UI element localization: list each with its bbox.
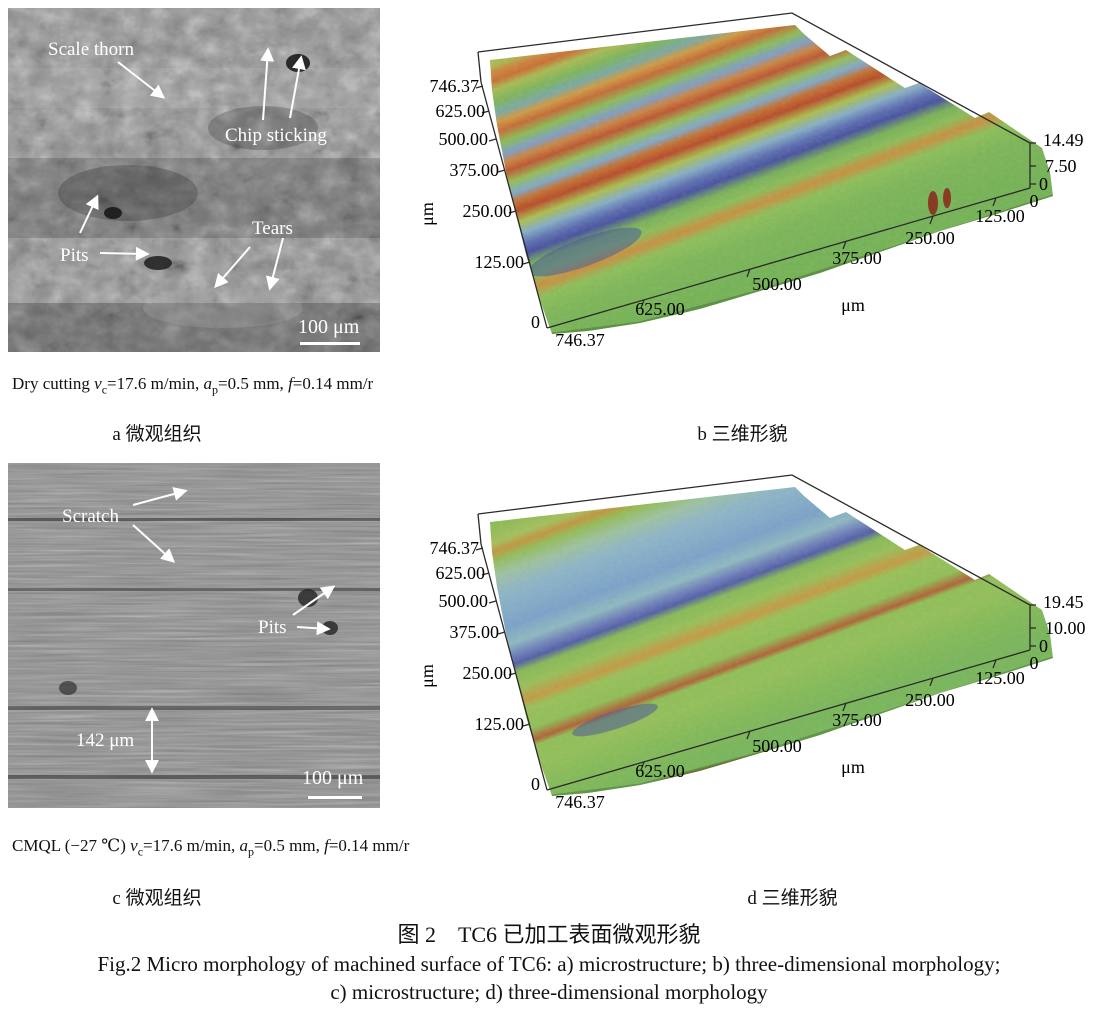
b-y-tick: 125.00 <box>474 252 525 272</box>
annotation-tears: Tears <box>252 218 293 239</box>
condition-cmql-prefix: CMQL (−27 ℃) <box>12 836 131 855</box>
symbol-v-sub: c <box>101 382 108 397</box>
annotation-pits-a: Pits <box>60 245 89 266</box>
figure-title-zh: 图 2 TC6 已加工表面微观形貌 <box>397 922 701 947</box>
scale-bar-line-a <box>300 342 360 345</box>
plot-d-frame <box>475 474 1036 791</box>
d-y-tick: 500.00 <box>438 591 489 611</box>
symbol-f: f <box>324 836 329 855</box>
b-x-tick: 125.00 <box>975 206 1025 226</box>
d-y-unit: μm <box>417 664 437 688</box>
condition-cmql: CMQL (−27 ℃) vc=17.6 m/min, ap=0.5 mm, f… <box>12 836 409 859</box>
symbol-a: a <box>203 374 213 393</box>
condition-cmql-v-val: =17.6 m/min, <box>143 836 240 855</box>
b-x-tick: 250.00 <box>905 228 955 248</box>
condition-dry: Dry cutting vc=17.6 m/min, ap=0.5 mm, f=… <box>12 374 373 397</box>
surface-plot-b-canvas <box>475 12 1053 334</box>
panel-label-c: c 微观组织 <box>112 888 202 909</box>
d-z-tick: 10.00 <box>1045 618 1086 638</box>
b-x-tick: 375.00 <box>832 248 882 268</box>
condition-cmql-a-val: =0.5 mm, <box>254 836 325 855</box>
d-y-tick: 746.37 <box>429 538 480 558</box>
condition-cmql-f-val: =0.14 mm/r <box>328 836 410 855</box>
panel-label-b: b 三维形貌 <box>697 424 788 445</box>
symbol-v: v <box>94 374 102 393</box>
b-z-tick: 0 <box>1039 174 1048 194</box>
d-y-tick: 375.00 <box>449 622 500 642</box>
symbol-v-sub: c <box>137 844 144 859</box>
d-x-tick: 375.00 <box>832 710 882 730</box>
condition-dry-v-val: =17.6 m/min, <box>107 374 204 393</box>
annotation-width-142: 142 μm <box>76 730 135 751</box>
b-z-tick: 14.49 <box>1043 130 1084 150</box>
b-y-tick: 0 <box>531 312 540 332</box>
symbol-a-sub: p <box>212 382 219 397</box>
b-y-tick: 500.00 <box>438 129 489 149</box>
d-x-tick: 250.00 <box>905 690 955 710</box>
b-x-tick: 625.00 <box>635 299 685 319</box>
d-x-tick: 625.00 <box>635 761 685 781</box>
scale-bar-line-c <box>308 796 362 799</box>
d-y-tick: 625.00 <box>435 563 486 583</box>
micrograph-a-texture <box>8 8 380 352</box>
b-y-tick: 746.37 <box>429 76 480 96</box>
panel-label-a: a 微观组织 <box>112 424 202 445</box>
b-x-unit: μm <box>841 295 865 315</box>
d-y-tick: 125.00 <box>474 714 525 734</box>
micrograph-c-texture <box>8 463 380 808</box>
annotation-scale-thorn: Scale thorn <box>48 39 135 60</box>
condition-dry-f-val: =0.14 mm/r <box>292 374 374 393</box>
d-y-tick: 250.00 <box>462 663 513 683</box>
micrograph-c: Scratch Pits 142 μm 100 μm <box>8 463 380 808</box>
d-z-tick: 19.45 <box>1043 592 1084 612</box>
condition-dry-a-val: =0.5 mm, <box>218 374 289 393</box>
condition-dry-prefix: Dry cutting <box>12 374 95 393</box>
d-y-tick: 0 <box>531 774 540 794</box>
figure-caption-en-line1: Fig.2 Micro morphology of machined surfa… <box>97 952 1001 976</box>
figure-caption-en-line2: c) microstructure; d) three-dimensional … <box>330 980 768 1004</box>
scale-bar-label-c: 100 μm <box>302 767 364 789</box>
b-y-tick: 250.00 <box>462 201 513 221</box>
b-y-tick: 625.00 <box>435 101 486 121</box>
b-x-tick: 0 <box>1029 191 1039 211</box>
annotation-scratch: Scratch <box>62 506 119 527</box>
b-x-tick: 500.00 <box>752 274 802 294</box>
surface-plot-d-canvas <box>475 474 1053 796</box>
d-z-tick: 0 <box>1039 636 1048 656</box>
micrograph-a: Scale thorn Chip sticking Pits Tears 100… <box>8 8 380 352</box>
symbol-a: a <box>239 836 249 855</box>
b-x-tick: 746.37 <box>555 330 605 350</box>
symbol-v: v <box>130 836 138 855</box>
d-x-tick: 0 <box>1029 653 1039 673</box>
b-z-tick: 7.50 <box>1045 156 1077 176</box>
d-x-tick: 125.00 <box>975 668 1025 688</box>
d-x-tick: 746.37 <box>555 792 605 812</box>
panel-label-d: d 三维形貌 <box>747 888 838 909</box>
surface-plot-b: 746.37 625.00 500.00 375.00 250.00 125.0… <box>400 0 1098 372</box>
annotation-pits-c: Pits <box>258 617 287 638</box>
b-y-unit: μm <box>417 202 437 226</box>
d-x-unit: μm <box>841 757 865 777</box>
symbol-f: f <box>288 374 293 393</box>
b-y-tick: 375.00 <box>449 160 500 180</box>
annotation-chip-sticking: Chip sticking <box>225 125 327 146</box>
scale-bar-label-a: 100 μm <box>298 316 360 338</box>
surface-plot-d: 746.37 625.00 500.00 375.00 250.00 125.0… <box>400 462 1098 834</box>
d-x-tick: 500.00 <box>752 736 802 756</box>
plot-b-frame <box>475 12 1036 329</box>
symbol-a-sub: p <box>248 844 255 859</box>
